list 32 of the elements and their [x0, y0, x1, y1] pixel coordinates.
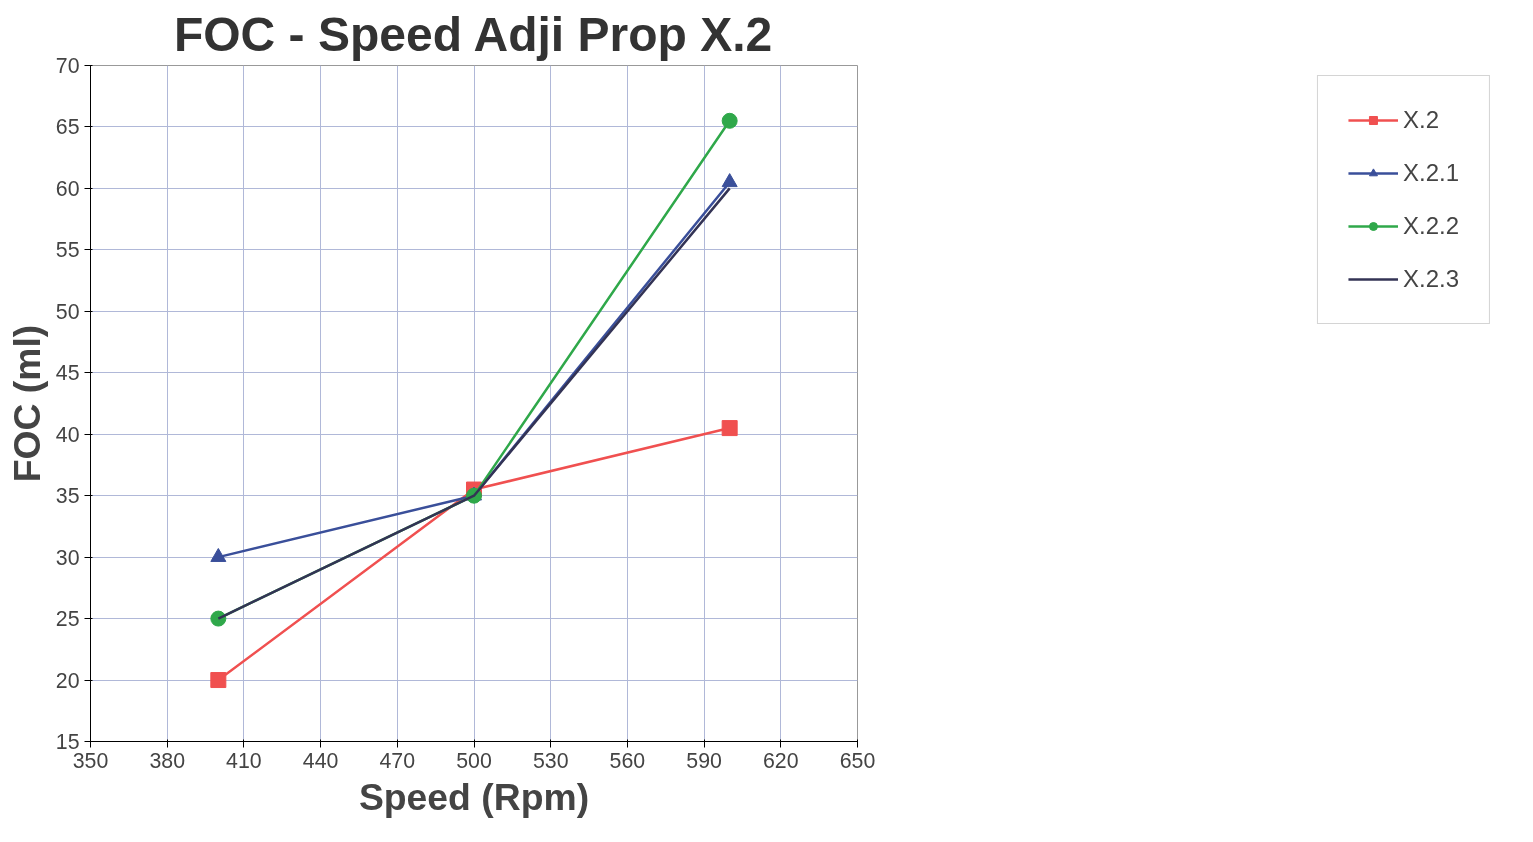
y-tick-label: 45	[55, 361, 80, 386]
x-tick-label: 620	[763, 748, 799, 773]
x-tick-label: 410	[226, 748, 262, 773]
chart-title: FOC - Speed Adji Prop X.2	[173, 7, 773, 61]
x-tick-label: 530	[532, 748, 569, 773]
x-tick-label: 470	[379, 748, 416, 773]
y-tick-label: 55	[55, 238, 80, 263]
y-tick-label: 35	[55, 484, 80, 509]
point	[721, 420, 738, 437]
legend-label: X.2.3	[1402, 265, 1459, 293]
x-tick-label: 380	[149, 748, 186, 773]
y-tick-label: 70	[55, 54, 80, 78]
legend-label: X.2.2	[1402, 212, 1459, 240]
y-tick-label: 40	[55, 422, 80, 447]
x-tick-label: 500	[456, 748, 492, 773]
x-tick-label: 440	[302, 748, 339, 773]
y-tick-label: 50	[55, 299, 80, 324]
x-axis-title: Speed (Rpm)	[358, 775, 590, 818]
point	[210, 672, 227, 689]
point	[721, 173, 738, 188]
y-tick-label: 60	[55, 176, 80, 201]
y-tick-label: 25	[55, 607, 80, 632]
x-tick-label: 590	[686, 748, 723, 773]
y-tick-label: 30	[55, 545, 80, 570]
point	[721, 112, 738, 129]
legend-label: X.2	[1402, 106, 1439, 134]
legend-label: X.2.1	[1402, 159, 1459, 187]
y-tick-label: 20	[55, 668, 80, 693]
y-axis-title: FOC (ml)	[5, 324, 48, 483]
x-tick-label: 650	[839, 748, 876, 773]
y-tick-label: 65	[55, 115, 80, 140]
x-tick-label: 560	[609, 748, 646, 773]
